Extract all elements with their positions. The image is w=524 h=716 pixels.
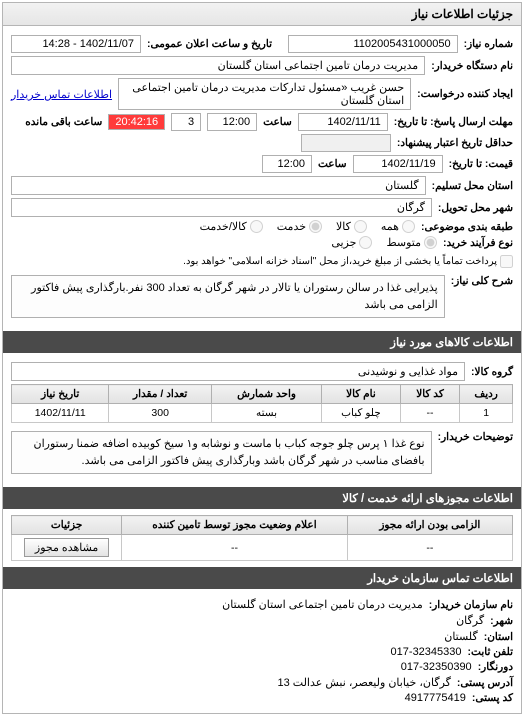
- org-fax-value: 017-32350390: [401, 661, 472, 673]
- pcol-details: جزئیات: [12, 516, 122, 535]
- desc-label: شرح کلی نیاز:: [451, 271, 513, 287]
- org-city-label: شهر:: [490, 615, 513, 627]
- province-label: استان محل تسلیم:: [432, 180, 513, 192]
- credit-value: [301, 134, 391, 152]
- table-row: 1 -- چلو کباب بسته 300 1402/11/11: [12, 404, 513, 423]
- group-label: گروه کالا:: [471, 366, 513, 378]
- req-no-value: 1102005431000050: [288, 35, 458, 53]
- org-addr-value: گرگان، خیابان ولیعصر، نبش عدالت 13: [277, 676, 450, 689]
- pcol-status: اعلام وضعیت مجوز توسط تامین کننده: [122, 516, 347, 535]
- col-code: کد کالا: [400, 385, 459, 404]
- bundle-label: طبقه بندی موضوعی:: [421, 221, 513, 233]
- bundle-opt-service[interactable]: خدمت: [277, 220, 322, 233]
- col-qty: تعداد / مقدار: [109, 385, 212, 404]
- pcol-mandatory: الزامی بودن ارائه مجوز: [347, 516, 512, 535]
- remain-days: 3: [171, 113, 201, 131]
- proc-opt-low[interactable]: متوسط: [386, 236, 437, 249]
- buyer-value: مدیریت درمان تامین اجتماعی استان گلستان: [11, 56, 425, 75]
- org-post-label: کد پستی:: [472, 692, 513, 704]
- deadline-reply-time: 12:00: [207, 113, 257, 131]
- price-until-date: 1402/11/19: [353, 155, 443, 173]
- bundle-opt-mixed[interactable]: کالا/خدمت: [200, 220, 263, 233]
- org-name-label: نام سازمان خریدار:: [429, 599, 513, 611]
- proc-opt-mid[interactable]: جزیی: [331, 236, 372, 249]
- col-date: تاریخ نیاز: [12, 385, 109, 404]
- bundle-radio-group: همه کالا خدمت کالا/خدمت: [200, 220, 415, 233]
- announce-label: تاریخ و ساعت اعلان عمومی:: [147, 38, 272, 50]
- buyer-label: نام دستگاه خریدار:: [431, 60, 513, 72]
- col-name: نام کالا: [322, 385, 401, 404]
- panel-title: جزئیات اطلاعات نیاز: [3, 3, 521, 26]
- need-details-panel: جزئیات اطلاعات نیاز شماره نیاز: 11020054…: [2, 2, 522, 714]
- countdown-timer: 20:42:16: [108, 114, 165, 130]
- time-label-2: ساعت: [318, 158, 347, 170]
- org-addr-label: آدرس پستی:: [457, 677, 513, 689]
- org-section-header: اطلاعات تماس سازمان خریدار: [3, 567, 521, 589]
- bundle-opt-goods[interactable]: کالا: [336, 220, 367, 233]
- col-idx: ردیف: [460, 385, 513, 404]
- remain-label: ساعت باقی مانده: [25, 116, 102, 128]
- province-value: گلستان: [11, 176, 426, 195]
- view-permit-button[interactable]: مشاهده مجوز: [24, 538, 109, 557]
- permits-section-header: اطلاعات مجوزهای ارائه خدمت / کالا: [3, 487, 521, 509]
- req-no-label: شماره نیاز:: [464, 38, 513, 50]
- requester-value: حسن غریب «مسئول تدارکات مدیریت درمان تام…: [118, 78, 411, 110]
- permits-row: -- -- مشاهده مجوز: [12, 535, 513, 561]
- buyer-note-value: نوع غذا ۱ پرس چلو جوجه کباب با ماست و نو…: [11, 431, 432, 474]
- org-province-value: گلستان: [444, 630, 477, 643]
- city-label: شهر محل تحویل:: [438, 202, 513, 214]
- deadline-reply-date: 1402/11/11: [298, 113, 388, 131]
- org-phone-label: تلفن ثابت:: [468, 646, 513, 658]
- goods-table: ردیف کد کالا نام کالا واحد شمارش تعداد /…: [11, 384, 513, 423]
- org-city-value: گرگان: [456, 614, 484, 627]
- price-until-label: قیمت: تا تاریخ:: [449, 158, 513, 170]
- proc-radio-group: متوسط جزیی: [331, 236, 437, 249]
- buyer-note-label: توضیحات خریدار:: [438, 427, 513, 443]
- org-province-label: استان:: [484, 631, 513, 643]
- requester-label: ایجاد کننده درخواست:: [417, 88, 513, 100]
- org-post-value: 4917775419: [405, 692, 466, 704]
- contact-link[interactable]: اطلاعات تماس خریدار: [11, 88, 112, 101]
- org-name-value: مدیریت درمان تامین اجتماعی استان گلستان: [222, 598, 423, 611]
- deadline-reply-label: مهلت ارسال پاسخ: تا تاریخ:: [394, 116, 513, 128]
- group-value: مواد غذایی و نوشیدنی: [11, 362, 465, 381]
- time-label-1: ساعت: [263, 116, 292, 128]
- bundle-opt-all[interactable]: همه: [381, 220, 415, 233]
- org-fax-label: دورنگار:: [478, 661, 513, 673]
- credit-label: حداقل تاریخ اعتبار پیشنهاد:: [397, 137, 513, 149]
- col-unit: واحد شمارش: [212, 385, 322, 404]
- permits-table: الزامی بودن ارائه مجوز اعلام وضعیت مجوز …: [11, 515, 513, 561]
- proc-label: نوع فرآیند خرید:: [443, 237, 513, 249]
- desc-value: پذیرایی غذا در سالن رستوران یا تالار در …: [11, 275, 445, 318]
- announce-value: 1402/11/07 - 14:28: [11, 35, 141, 53]
- proc-note-check[interactable]: پرداخت تماماً یا بخشی از مبلغ خرید،از مح…: [183, 255, 513, 268]
- goods-section-header: اطلاعات کالاهای مورد نیاز: [3, 331, 521, 353]
- price-until-time: 12:00: [262, 155, 312, 173]
- org-phone-value: 017-32345330: [391, 646, 462, 658]
- city-value: گرگان: [11, 198, 432, 217]
